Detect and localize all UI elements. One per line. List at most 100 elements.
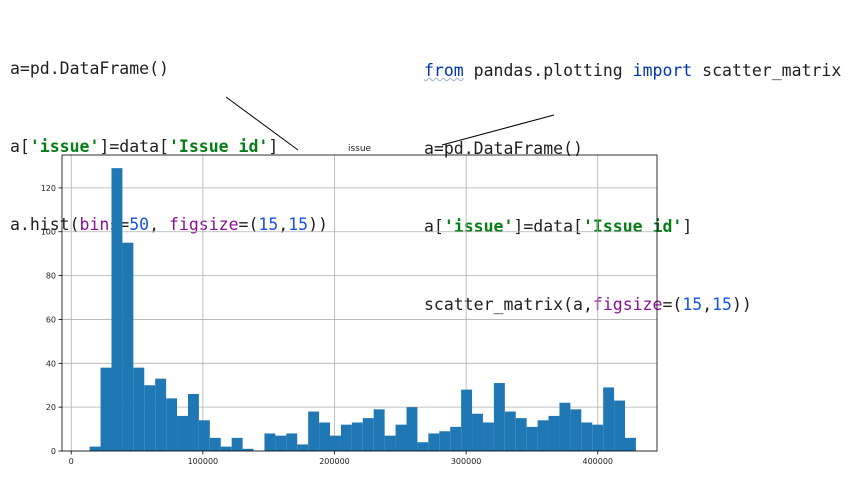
x-tick-label: 100000 [188,457,219,466]
code-text: )) [308,215,328,234]
histogram-bar [526,426,538,451]
code-text: =( [662,295,683,314]
histogram-bar [482,422,494,451]
histogram-bar [439,431,451,451]
y-tick-label: 80 [46,272,56,281]
histogram-bar [330,435,341,451]
histogram-bar [187,393,199,451]
code-keyword: import [632,61,693,80]
code-keyword: from [424,61,464,80]
code-param: figsize [168,215,239,234]
histogram-bar [373,409,385,451]
code-number: 50 [129,215,150,234]
histogram-bar [242,448,254,451]
right-code-block: from pandas.plotting import scatter_matr… [424,6,841,344]
histogram-bar [384,435,396,451]
x-tick-label: 0 [69,457,74,466]
histogram-bar [472,413,483,451]
histogram-bar [614,400,626,451]
histogram-bar [351,422,363,451]
code-text: a=pd.DataFrame() [10,59,169,78]
code-number: 15 [682,295,703,314]
histogram-bar [450,426,462,451]
histogram-bar [264,433,276,451]
code-text: a=pd.DataFrame() [424,139,583,158]
histogram-bar [122,242,134,451]
chart-title: issue [348,144,372,154]
y-tick-label: 40 [46,359,56,368]
code-text: = [119,215,130,234]
code-line: a['issue']=data['Issue id'] [10,134,328,160]
code-number: 15 [288,215,309,234]
code-text: ]=data[ [99,137,169,156]
x-tick-label: 300000 [451,457,482,466]
histogram-bar [428,433,440,451]
histogram-bar [537,420,549,451]
code-param: bins [79,215,120,234]
ticks: 0 100000 200000 300000 400000 0 20 40 60 80 100 120 [41,184,613,466]
histogram-bar [111,168,123,451]
histogram-bar [461,389,473,451]
x-tick-label: 200000 [319,457,350,466]
y-tick-label: 100 [41,228,56,237]
code-string: 'issue' [29,137,100,156]
annotation-arrow-left [225,96,299,151]
code-text: , [278,215,289,234]
histogram-bar [493,383,505,451]
code-text: )) [732,295,752,314]
code-text: , [702,295,713,314]
code-text: =( [238,215,259,234]
code-text: , [149,215,169,234]
histogram-bar [625,437,636,451]
histogram-bar [515,418,527,451]
code-line: a=pd.DataFrame() [10,56,328,82]
histogram-bar [209,437,221,451]
code-number: 15 [258,215,279,234]
histogram-bar [89,446,101,451]
histogram-bar [406,407,418,451]
code-text: a[ [10,137,30,156]
histogram-bar [581,422,593,451]
histogram-bar [166,398,178,451]
histogram-bar [308,411,320,451]
histogram-bar [155,378,167,451]
histogram-bar [570,409,582,451]
histogram-bar [548,415,560,451]
code-string: 'Issue id' [168,137,269,156]
bars [89,168,636,451]
histogram-bar [559,402,571,451]
code-text: ]=data[ [513,217,583,236]
y-tick-label: 120 [41,184,56,193]
code-text: pandas.plotting [463,61,633,80]
histogram-bar [417,442,429,451]
y-tick-label: 60 [46,315,56,324]
histogram-bar [362,418,374,451]
x-tick-label: 400000 [582,457,613,466]
histogram-bar [592,424,604,451]
histogram-bar [198,420,210,451]
histogram-bar [395,424,407,451]
histogram-bar [340,424,352,451]
histogram-bar [177,415,188,451]
annotation-arrow-right [441,114,555,146]
histogram-bar [275,435,287,451]
code-line: from pandas.plotting import scatter_matr… [424,58,841,84]
code-text: ] [268,137,279,156]
code-text: a[ [424,217,444,236]
code-number: 15 [712,295,732,314]
code-string: 'issue' [443,217,514,236]
histogram-bar [286,433,298,451]
histogram-bar [220,446,232,451]
plot-frame [61,154,658,452]
histogram-bar [100,367,112,451]
histogram-bar [231,437,243,451]
code-text: scatter_matrix [692,61,842,80]
histogram-bar [504,411,516,451]
histogram-bar [133,367,145,451]
histogram-bar [144,385,156,451]
y-tick-label: 0 [51,447,56,456]
histogram-bar [297,444,309,451]
code-line: a=pd.DataFrame() [424,136,841,162]
code-param: figsize [592,295,663,314]
